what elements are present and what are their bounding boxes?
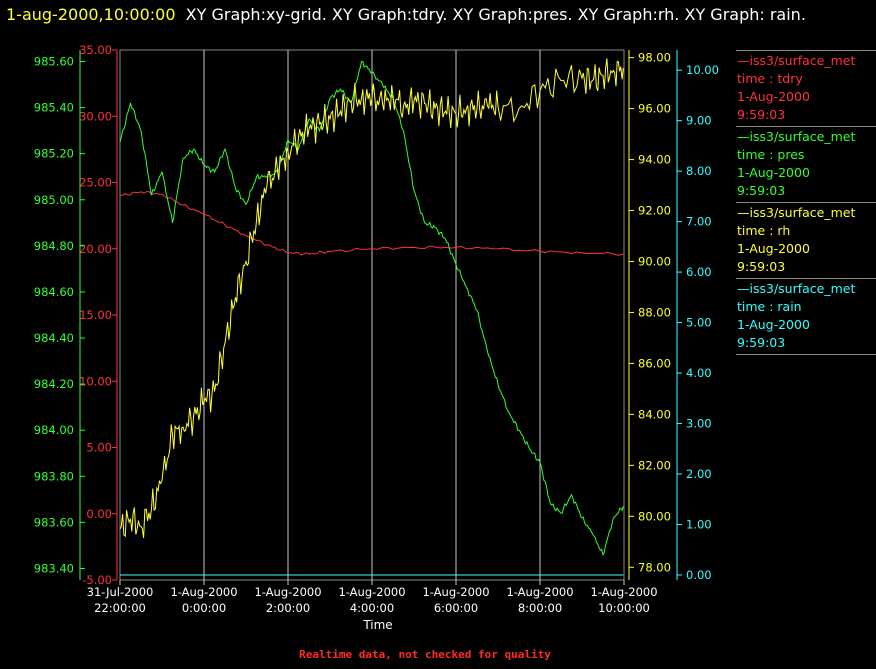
legend-time: 9:59:03: [737, 259, 786, 274]
legend-var: time : tdry: [737, 71, 803, 86]
tdry-tick-label: 10.00: [79, 374, 112, 388]
x-tick-label: 10:00:00: [598, 601, 650, 615]
rain-tick-label: 2.00: [686, 467, 712, 481]
x-tick-label: 0:00:00: [182, 601, 226, 615]
quality-note: Realtime data, not checked for quality: [299, 648, 551, 661]
title-timestamp: 1-aug-2000,10:00:00: [6, 5, 176, 24]
pres-tick-label: 984.40: [34, 331, 74, 345]
rain-tick-label: 3.00: [686, 417, 712, 431]
rh-tick-label: 84.00: [638, 407, 671, 421]
rh-tick-label: 98.00: [638, 51, 671, 65]
rh-tick-label: 94.00: [638, 153, 671, 167]
grid-lines: [203, 50, 541, 580]
pres-tick-label: 984.00: [34, 423, 74, 437]
x-tick-label: 1-Aug-2000: [590, 585, 657, 599]
pres-tick-label: 985.20: [34, 147, 74, 161]
x-tick-label: 1-Aug-2000: [506, 585, 573, 599]
legend-var: time : pres: [737, 147, 805, 162]
pres-tick-label: 983.40: [34, 561, 74, 575]
tdry-tick-label: 25.00: [79, 176, 112, 190]
legend: —iss3/surface_met time : tdry 1-Aug-2000 9:…: [736, 50, 876, 355]
pres-tick-label: 983.60: [34, 515, 74, 529]
x-tick-label: 1-Aug-2000: [422, 585, 489, 599]
x-tick-label: 4:00:00: [350, 601, 394, 615]
rain-tick-label: 6.00: [686, 265, 712, 279]
rain-tick-label: 10.00: [686, 63, 719, 77]
x-tick-label: 2:00:00: [266, 601, 310, 615]
title-graph-list: XY Graph:xy-grid. XY Graph:tdry. XY Grap…: [185, 5, 806, 24]
pres-tick-label: 985.60: [34, 55, 74, 69]
tdry-tick-label: 30.00: [79, 109, 112, 123]
x-tick-label: 1-Aug-2000: [170, 585, 237, 599]
tdry-tick-label: -5.00: [82, 573, 112, 587]
pres-tick-label: 984.60: [34, 285, 74, 299]
x-tick-label: 8:00:00: [518, 601, 562, 615]
pres-tick-label: 984.80: [34, 239, 74, 253]
pres-tick-label: 985.00: [34, 193, 74, 207]
tdry-tick-label: 5.00: [86, 441, 112, 455]
x-tick-label: 1-Aug-2000: [254, 585, 321, 599]
tdry-tick-label: 20.00: [79, 242, 112, 256]
pres-series-line: [119, 60, 624, 557]
rh-tick-label: 90.00: [638, 254, 671, 268]
series-lines: [119, 58, 624, 576]
legend-time: 9:59:03: [737, 183, 786, 198]
x-tick-label: 31-Jul-2000: [87, 585, 154, 599]
rh-tick-label: 80.00: [638, 509, 671, 523]
tdry-tick-label: 15.00: [79, 308, 112, 322]
rh-tick-label: 96.00: [638, 102, 671, 116]
rain-tick-label: 8.00: [686, 164, 712, 178]
rh-tick-label: 92.00: [638, 204, 671, 218]
tdry-tick-label: 0.00: [86, 507, 112, 521]
x-axis: 31-Jul-2000 22:00:00 1-Aug-2000 0:00:00 1-Au…: [87, 580, 658, 615]
legend-name: —iss3/surface_met: [737, 53, 856, 68]
x-axis-label: Time: [362, 618, 392, 632]
legend-var: time : rh: [737, 223, 791, 238]
tdry-tick-label: 35.00: [79, 43, 112, 57]
rain-tick-label: 4.00: [686, 366, 712, 380]
legend-date: 1-Aug-2000: [737, 241, 810, 256]
x-tick-label: 1-Aug-2000: [338, 585, 405, 599]
rain-tick-label: 5.00: [686, 316, 712, 330]
rh-tick-label: 88.00: [638, 305, 671, 319]
rain-tick-label: 0.00: [686, 568, 712, 582]
legend-var: time : rain: [737, 299, 802, 314]
legend-time: 9:59:03: [737, 107, 786, 122]
rain-tick-label: 1.00: [686, 517, 712, 531]
legend-name: —iss3/surface_met: [737, 129, 856, 144]
legend-name: —iss3/surface_met: [737, 281, 856, 296]
y-axes: -5.00 0.00 5.00 10.00 15.00 20.00 25.00 30.00 35…: [34, 43, 719, 587]
legend-date: 1-Aug-2000: [737, 317, 810, 332]
legend-time: 9:59:03: [737, 335, 786, 350]
legend-date: 1-Aug-2000: [737, 165, 810, 180]
graph-title: 1-aug-2000,10:00:00 XY Graph:xy-grid. XY…: [6, 2, 866, 28]
rain-tick-label: 7.00: [686, 215, 712, 229]
pres-tick-label: 985.40: [34, 101, 74, 115]
rh-tick-label: 82.00: [638, 458, 671, 472]
legend-name: —iss3/surface_met: [737, 205, 856, 220]
legend-date: 1-Aug-2000: [737, 89, 810, 104]
pres-tick-label: 984.20: [34, 377, 74, 391]
pres-tick-label: 983.80: [34, 469, 74, 483]
x-tick-label: 22:00:00: [94, 601, 146, 615]
rh-tick-label: 78.00: [638, 560, 671, 574]
rain-tick-label: 9.00: [686, 114, 712, 128]
x-tick-label: 6:00:00: [434, 601, 478, 615]
rh-series-line: [119, 58, 624, 538]
rh-tick-label: 86.00: [638, 356, 671, 370]
tdry-series-line: [119, 190, 624, 256]
